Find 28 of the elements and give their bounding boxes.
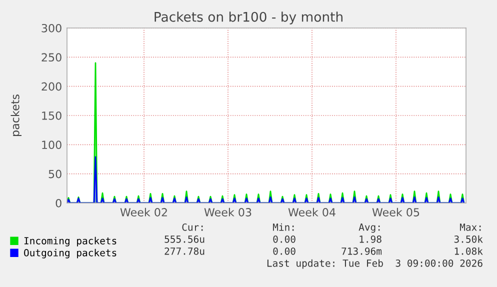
text: 555.56u	[164, 235, 204, 243]
text: 0.00	[273, 235, 296, 243]
chart-title: Packets on br100 - by month	[154, 12, 342, 24]
y-tick-label: 100	[42, 140, 62, 150]
text: 1.98	[360, 235, 382, 243]
text: Last update: Tue Feb 3 09:00:00 2026	[267, 259, 482, 269]
y-tick-label: 50	[48, 170, 62, 178]
text: Max:	[460, 224, 481, 231]
text: 277.78u	[164, 247, 204, 255]
y-tick-label: 200	[42, 82, 62, 91]
y-tick-label: 250	[42, 53, 62, 62]
y-axis-title: packets	[10, 94, 22, 136]
y-tick-label: 0	[56, 198, 62, 208]
legend-label: Outgoing packets	[24, 248, 116, 258]
text: 0.00	[273, 247, 296, 255]
text: Avg:	[358, 224, 380, 233]
text: 713.96m	[342, 247, 382, 255]
text: 3.50k	[454, 235, 483, 243]
text: Cur:	[182, 223, 203, 231]
text: 1.08k	[454, 247, 483, 255]
y-tick-label: 150	[42, 111, 62, 120]
x-tick-label: Week 03	[204, 208, 252, 216]
text: Min:	[272, 223, 294, 231]
x-tick-label: Week 04	[288, 208, 336, 216]
y-tick-label: 300	[42, 24, 62, 32]
x-tick-label: Week 02	[120, 208, 167, 216]
x-tick-label: Week 05	[372, 208, 420, 216]
legend-label: Incoming packets	[24, 236, 116, 246]
